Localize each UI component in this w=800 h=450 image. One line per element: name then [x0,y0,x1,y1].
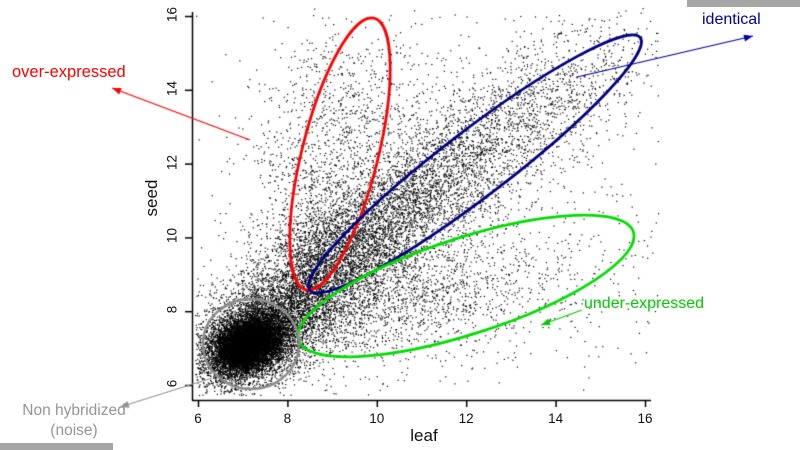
y-tick-label: 6 [164,379,180,388]
y-axis-title: seed [142,179,161,217]
y-tick-label: 16 [164,6,180,23]
x-tick-label: 16 [637,411,653,426]
x-tick-label: 14 [548,411,564,426]
x-tick-label: 10 [369,411,385,426]
x-tick-label: 8 [283,411,292,426]
annotation-over-expressed-label: over-expressed [12,63,126,81]
x-tick-label: 6 [194,411,202,426]
annotation-under-expressed-label: under-expressed [584,295,705,312]
y-tick-label: 14 [164,80,180,96]
x-tick-label: 12 [458,411,474,426]
x-axis-title: leaf [410,426,438,445]
y-tick-label: 8 [164,305,180,314]
annotation-identical-label: identical [702,11,761,28]
y-tick-label: 12 [164,154,180,170]
y-tick-label: 10 [164,228,180,244]
annotation-noise-line2: (noise) [50,422,98,440]
annotation-noise-line1: Non hybridized [22,402,126,419]
annotation-noise-label: Non hybridized (noise) [6,401,142,442]
